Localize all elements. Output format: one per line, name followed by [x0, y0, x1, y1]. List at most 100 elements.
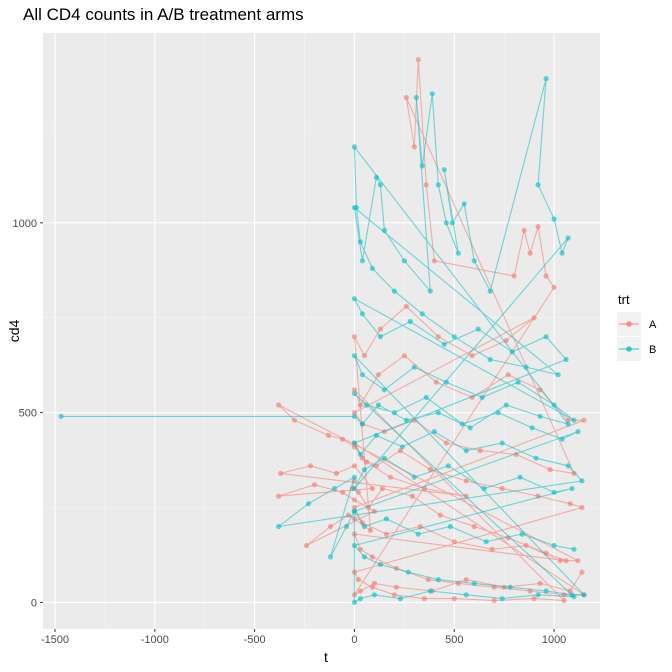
- data-point-B: [441, 341, 447, 347]
- data-point-A: [415, 57, 421, 63]
- x-tick-label: -500: [244, 634, 266, 646]
- data-point-B: [533, 455, 539, 461]
- data-point-B: [571, 546, 577, 552]
- data-point-B: [419, 163, 425, 169]
- data-point-B: [499, 596, 505, 602]
- data-point-A: [333, 470, 340, 476]
- series-layer: [58, 57, 587, 606]
- data-point-A: [339, 436, 346, 442]
- data-point-A: [401, 353, 407, 359]
- data-point-B: [559, 250, 565, 256]
- data-point-B: [351, 205, 357, 211]
- data-point-A: [551, 284, 557, 290]
- data-point-B: [391, 410, 397, 416]
- data-point-B: [415, 531, 421, 537]
- data-point-B: [435, 410, 441, 416]
- data-point-A: [403, 94, 409, 101]
- data-point-B: [455, 250, 461, 256]
- data-point-B: [529, 425, 535, 431]
- data-point-B: [447, 523, 453, 530]
- data-point-A: [531, 596, 537, 602]
- data-point-B: [375, 402, 381, 408]
- data-point-B: [427, 288, 433, 294]
- data-point-B: [481, 485, 487, 492]
- data-point-B: [467, 425, 473, 431]
- data-point-A: [357, 402, 363, 408]
- data-point-B: [397, 596, 403, 602]
- data-point-A: [391, 592, 397, 598]
- data-point-B: [565, 463, 571, 469]
- legend-point-A: [626, 321, 632, 327]
- data-point-A: [367, 527, 373, 533]
- data-point-B: [435, 577, 441, 583]
- data-point-B: [535, 182, 541, 188]
- data-point-B: [383, 516, 389, 522]
- data-point-A: [557, 558, 563, 564]
- data-point-B: [351, 144, 357, 150]
- data-point-B: [399, 444, 405, 450]
- y-tick-label: 0: [31, 597, 37, 609]
- data-point-A: [535, 224, 541, 230]
- data-point-A: [351, 463, 357, 469]
- data-point-B: [461, 201, 467, 207]
- data-point-A: [361, 353, 367, 359]
- data-point-B: [581, 592, 587, 598]
- data-point-B: [359, 421, 365, 427]
- data-point-B: [401, 258, 407, 264]
- data-point-A: [571, 470, 577, 476]
- data-point-A: [511, 273, 517, 279]
- data-point-B: [551, 542, 557, 549]
- data-point-A: [579, 569, 585, 575]
- data-point-A: [369, 485, 375, 492]
- data-point-A: [561, 597, 567, 604]
- data-point-A: [543, 273, 549, 279]
- data-point-A: [581, 417, 587, 423]
- data-point-A: [351, 410, 357, 416]
- data-point-B: [373, 174, 379, 180]
- data-point-B: [463, 448, 469, 454]
- data-point-B: [507, 584, 513, 590]
- data-point-A: [307, 463, 314, 469]
- data-point-A: [463, 478, 469, 484]
- data-point-B: [431, 429, 437, 435]
- plot-panel: [43, 33, 600, 629]
- data-point-B: [445, 463, 451, 469]
- data-point-B: [543, 334, 549, 340]
- data-point-B: [351, 508, 357, 514]
- data-point-A: [291, 417, 298, 423]
- chart-title: All CD4 counts in A/B treatment arms: [23, 5, 304, 24]
- data-point-B: [403, 417, 409, 423]
- data-point-A: [409, 493, 415, 499]
- data-point-A: [303, 542, 310, 549]
- legend-title: trt: [618, 292, 630, 307]
- data-point-A: [351, 497, 357, 503]
- data-point-B: [543, 588, 549, 594]
- data-point-A: [505, 372, 511, 378]
- data-point-A: [393, 584, 399, 590]
- data-point-B: [351, 599, 357, 606]
- data-point-B: [381, 387, 387, 393]
- data-point-A: [471, 523, 477, 530]
- data-point-B: [579, 478, 585, 484]
- data-point-A: [351, 504, 357, 511]
- x-tick-label: -1000: [141, 634, 169, 646]
- data-point-B: [411, 364, 417, 370]
- y-axis-ticks: 0 500 1000: [13, 218, 43, 609]
- data-point-B: [569, 485, 575, 492]
- data-point-A: [355, 577, 361, 583]
- data-point-A: [563, 558, 569, 564]
- data-point-A: [469, 353, 475, 359]
- data-point-B: [343, 523, 350, 530]
- data-point-B: [523, 364, 529, 370]
- data-point-B: [515, 379, 521, 385]
- data-point-A: [375, 372, 381, 378]
- data-point-B: [471, 258, 477, 264]
- data-point-A: [547, 467, 553, 473]
- legend-label-B: B: [649, 344, 656, 356]
- data-point-B: [359, 258, 365, 264]
- data-point-B: [351, 391, 357, 397]
- data-point-B: [276, 523, 282, 530]
- x-tick-label: 0: [351, 634, 357, 646]
- data-point-B: [357, 596, 363, 602]
- data-point-B: [575, 429, 581, 435]
